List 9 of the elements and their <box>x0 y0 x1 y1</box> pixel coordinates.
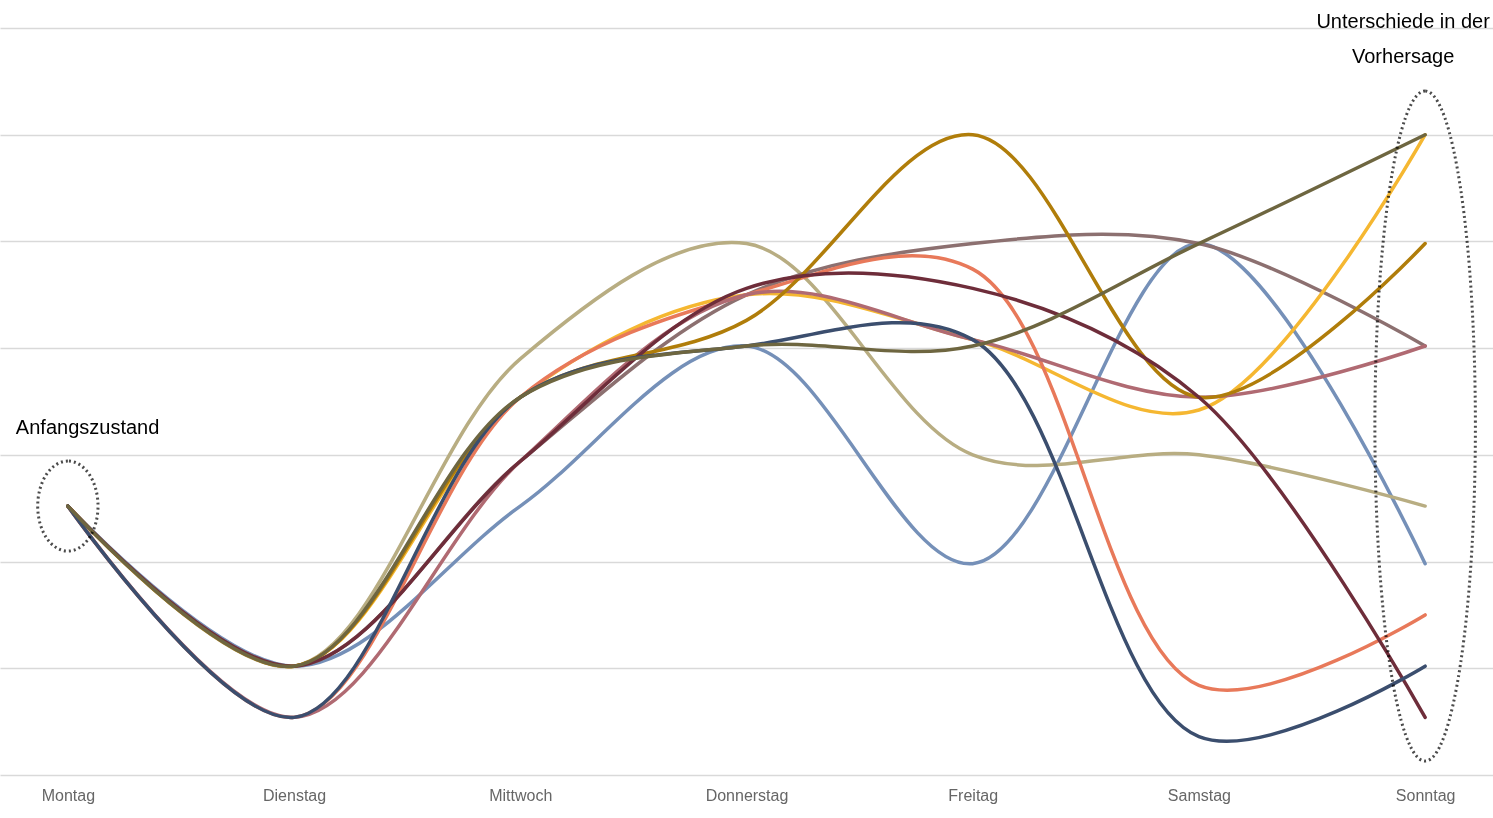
annotation: Anfangszustand <box>15 416 160 439</box>
x-tick-label: Montag <box>41 786 96 804</box>
x-tick-label: Donnerstag <box>705 786 789 804</box>
x-tick-label: Freitag <box>948 786 999 804</box>
text: Unterschiede in der Vorhersage <box>1316 10 1491 67</box>
x-tick-label: Samstag <box>1167 786 1231 804</box>
x-tick-label: Sonntag <box>1395 786 1456 804</box>
x-tick-label: Mittwoch <box>489 786 553 804</box>
x-tick-label: Dienstag <box>263 786 327 804</box>
